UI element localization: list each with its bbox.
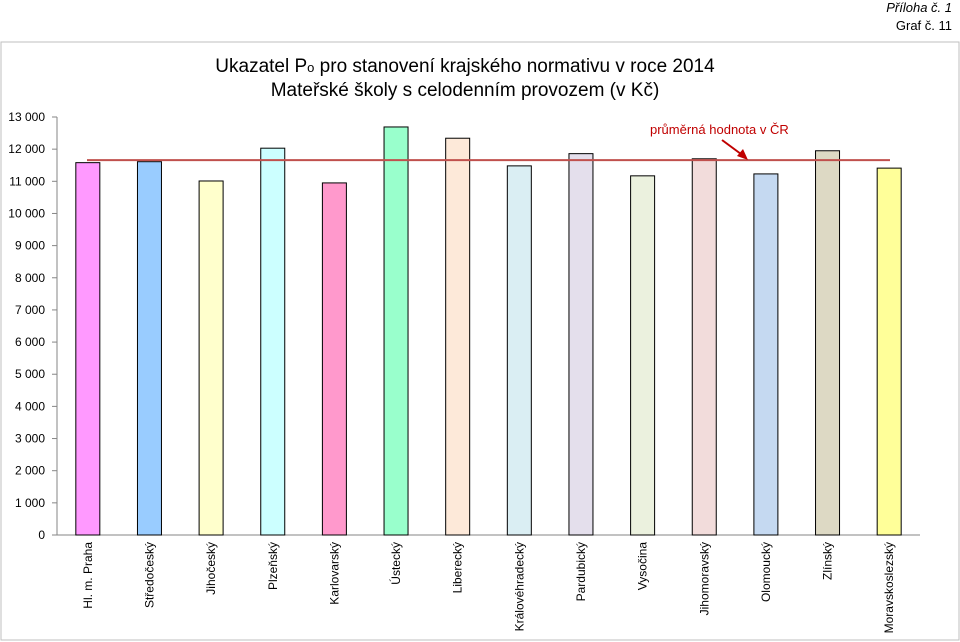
chart-frame — [0, 41, 960, 641]
y-tick-label: 0 — [38, 528, 45, 542]
x-category-label: Jihomoravský — [697, 542, 711, 615]
x-category-label: Moravskoslezský — [882, 542, 896, 633]
chart-title-line2: Mateřské školy s celodenním provozem (v … — [271, 80, 660, 101]
bar — [75, 162, 101, 536]
bar — [136, 161, 162, 536]
y-tick-label: 12 000 — [8, 142, 45, 156]
x-category-label: Pardubický — [574, 542, 588, 601]
y-tick-label: 1 000 — [15, 496, 45, 510]
y-tick-label: 2 000 — [15, 464, 45, 478]
x-category-label: Liberecký — [451, 542, 465, 593]
y-tick-label: 9 000 — [15, 239, 45, 253]
y-tick-label: 7 000 — [15, 303, 45, 317]
graph-number-label: Graf č. 11 — [895, 18, 952, 33]
y-tick-label: 4 000 — [15, 399, 45, 413]
y-tick-label: 5 000 — [15, 367, 45, 381]
x-category-label: Plzeňský — [266, 542, 280, 590]
x-category-label: Vysočina — [636, 542, 650, 591]
bar — [445, 137, 471, 536]
y-tick-label: 6 000 — [15, 335, 45, 349]
y-axis: 0 1 000 2 000 3 000 4 000 5 000 6 000 7 000 8 00… — [8, 110, 920, 542]
bar — [876, 167, 902, 536]
chart-title-line1: Ukazatel Po pro stanovení krajského norm… — [215, 56, 715, 77]
y-tick-label: 3 000 — [15, 432, 45, 446]
x-category-label: Jihočeský — [204, 542, 218, 595]
y-tick-label: 8 000 — [15, 271, 45, 285]
y-tick-label: 13 000 — [8, 110, 45, 124]
y-tick-label: 10 000 — [8, 206, 45, 220]
y-tick-label: 11 000 — [9, 174, 45, 188]
bar — [568, 153, 594, 536]
category-labels: Hl. m. Praha Středočeský Jihočeský Plzeňský… — [81, 542, 896, 634]
bar — [198, 180, 224, 536]
bar — [753, 173, 779, 536]
bars — [75, 126, 902, 536]
average-label: průměrná hodnota v ČR — [650, 122, 789, 137]
bar — [630, 175, 656, 536]
x-category-label: Ústecký — [388, 542, 403, 585]
bar — [506, 165, 532, 536]
x-category-label: Karlovarský — [327, 542, 341, 605]
average-arrow-head — [737, 149, 748, 160]
x-category-label: Královéhradecký — [512, 542, 526, 631]
bar — [815, 150, 841, 536]
average-line-group: průměrná hodnota v ČR — [87, 122, 890, 162]
bar — [260, 147, 286, 536]
bar — [691, 158, 717, 536]
x-category-label: Zlínský — [821, 542, 835, 580]
annex-label: Příloha č. 1 — [886, 0, 952, 15]
x-category-label: Hl. m. Praha — [81, 542, 95, 609]
x-category-label: Olomoucký — [759, 542, 773, 602]
x-category-label: Středočeský — [142, 542, 156, 608]
bar — [383, 126, 409, 536]
bar — [321, 182, 347, 536]
